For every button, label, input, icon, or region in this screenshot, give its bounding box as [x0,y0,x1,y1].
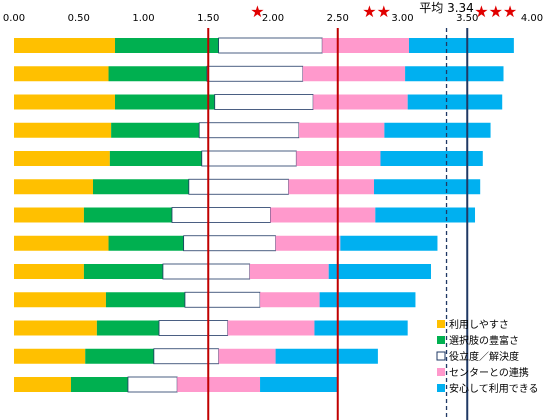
bar-segment [109,151,202,166]
bar-segment [96,320,160,336]
bar-segment [14,151,110,166]
bar-segment [108,235,184,251]
bar-segment [374,179,481,195]
bar-segment [127,376,178,393]
bar-segment [405,66,504,82]
bar-segment [183,235,276,252]
bar-segment [14,66,109,82]
bar-segment [340,235,438,251]
bar-segment [162,263,251,280]
bar-segment [408,38,514,53]
x-tick-label: 1.50 [197,13,219,24]
bar-segment [14,292,106,308]
legend-swatch [437,320,445,328]
bar-segment [70,377,128,392]
bar-segment [198,122,300,139]
legend-label: センターとの連携 [449,366,529,379]
x-tick-label: 2.00 [262,13,284,24]
bar-segment [184,291,261,308]
bar-segment [83,264,163,279]
legend-label: 利用しやすさ [449,319,509,331]
bar-segment [158,320,229,336]
bar-segment [227,320,315,336]
x-tick-label: 4.00 [521,13,543,24]
bar-segment [218,348,276,364]
bar-segment [214,94,314,110]
bar-segment [14,38,116,53]
bar-segment [407,94,503,110]
bar-segment [249,264,329,279]
bar-segment [14,122,112,138]
x-tick-label: 1.00 [132,13,154,24]
star-markers: ★ ★★ ★★★ [250,2,517,21]
x-tick-label: 0.00 [3,13,25,24]
bar-segment [260,377,338,392]
bar-segment [14,94,116,110]
bar-segment [384,122,491,138]
bar-segment [275,235,341,251]
legend-label: 選択肢の豊富さ [449,334,519,347]
star-marker: ★★★ [474,2,517,21]
bar-segment [322,38,409,53]
bar-segment [177,377,261,392]
legend-label: 役立度／解決度 [449,350,519,363]
bar-segment [314,320,408,336]
bar-segment [14,348,86,364]
bar-segment [328,264,431,279]
bar-segment [105,292,185,308]
x-axis-ticks: 0.00 0.50 1.00 1.50 2.00 2.50 3.00 3.50 4.00 [3,13,543,24]
legend-swatch [437,336,445,344]
bar-segment [319,292,416,308]
bar-segment [14,179,93,195]
bar-segment [83,207,172,223]
bar-segment [171,207,271,223]
legend-label: 安心して利用できる [449,382,539,395]
bar-segment [298,122,385,138]
bar-segment [108,66,207,82]
bar-segment [111,122,200,138]
bar-segment [14,377,71,392]
bar-segment [288,179,375,195]
x-tick-label: 2.50 [327,13,349,24]
reference-lines: 平均 3.34 [207,1,474,420]
bar-segment [201,150,297,167]
x-tick-label: 3.50 [456,13,478,24]
legend-swatch [437,368,445,376]
bar-segment [275,348,378,364]
bar-segment [188,178,289,195]
x-tick-label: 3.00 [391,13,413,24]
bar-segment [14,320,97,336]
star-marker: ★★ [362,2,391,21]
bar-area [14,37,514,393]
bar-segment [115,94,215,110]
bar-segment [375,207,476,223]
reference-line-label: 平均 3.34 [419,1,474,15]
bar-segment [85,348,154,364]
bar-segment [14,264,84,279]
bar-segment [14,207,84,223]
bar-segment [218,37,323,54]
bar-segment [302,66,406,82]
bar-segment [115,38,219,53]
bar-segment [380,151,483,166]
legend-swatch [437,384,445,392]
bar-segment [92,179,189,195]
bar-segment [313,94,408,110]
bar-segment [270,207,376,223]
x-tick-label: 0.50 [68,13,90,24]
legend-swatch [436,351,446,361]
bar-segment [14,235,109,251]
star-marker: ★ [250,2,264,21]
bar-segment [260,292,320,308]
bar-segment [206,65,304,82]
